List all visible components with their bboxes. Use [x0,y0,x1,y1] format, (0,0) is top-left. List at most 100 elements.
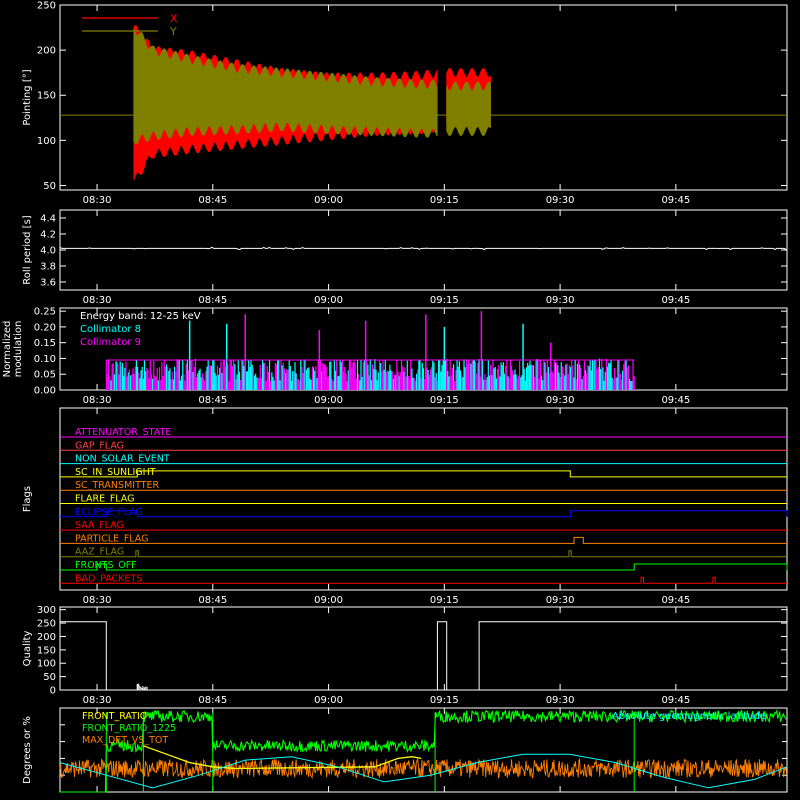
y-tick-label: 50 [43,181,56,192]
x-tick-label: 09:30 [546,695,575,706]
y-tick-label: 50 [43,672,56,683]
flag-label: SC_IN_SUNLIGHT [75,467,156,478]
y-tick-label: 150 [37,91,56,102]
flag-label: NON_SOLAR_EVENT [75,454,170,465]
plot-frame [59,209,788,291]
x-tick-label: 09:15 [430,695,459,706]
y-tick-label: 3.8 [40,262,56,273]
y-tick-label: 200 [37,46,56,57]
x-tick-label: 08:30 [83,295,112,306]
y-tick-label: 4.2 [40,230,56,241]
x-tick-label: 09:45 [661,195,690,206]
x-tick-label: 09:45 [661,595,690,606]
front-ratio-line [143,745,422,770]
x-tick-label: 08:45 [198,695,227,706]
flag-label: FLARE_FLAG [75,494,135,505]
y-axis-label: Degrees or % [22,716,33,784]
x-tick-label: 08:30 [83,395,112,406]
y-tick-label: 300 [37,605,56,616]
x-tick-label: 08:45 [198,395,227,406]
y-tick-label: 250 [37,1,56,12]
y-tick-label: 0.00 [34,386,56,397]
flag-label: PARTICLE_FLAG [75,533,148,544]
flag-line-eclipse-flag [60,510,788,518]
y-tick-label: 0.25 [34,307,56,318]
x-tick-label: 09:30 [546,395,575,406]
x-tick-label: 09:15 [430,395,459,406]
x-tick-label: 08:30 [83,695,112,706]
plot-frame [59,4,788,191]
y-tick-label: 0.15 [34,338,56,349]
flag-label: SAA_FLAG [75,520,124,531]
flag-line-sc-in-sunlight [60,470,787,478]
flag-line-fronts-off [60,563,788,571]
y-tick-label: 4.0 [40,246,56,257]
max-det-vs-tot-line [59,757,787,780]
x-tick-label: 09:15 [430,195,459,206]
y-axis-label: Pointing [°] [22,69,33,125]
x-tick-label: 09:30 [546,595,575,606]
x-tick-label: 09:15 [430,595,459,606]
y-tick-label: 150 [37,645,56,656]
legend-label: FRONT_RATIO [82,711,147,722]
x-tick-label: 09:00 [314,295,343,306]
front-ratio-1225-line [60,709,787,793]
legend-label: Collimator 9 [80,337,141,348]
plot-frame [59,707,788,793]
legend-label: Y [169,25,177,38]
y-tick-label: 0 [50,686,56,697]
y-tick-label: 0.05 [34,370,56,381]
y-tick-label: 250 [37,619,56,630]
plot-frame [59,407,788,591]
x-tick-label: 09:45 [661,395,690,406]
quality-line [60,621,787,691]
y-tick-label: 0.20 [34,322,56,333]
x-tick-label: 08:45 [198,195,227,206]
x-tick-label: 09:45 [661,695,690,706]
x-tick-label: 09:00 [314,695,343,706]
energy-band-annotation: Energy band: 12-25 keV [80,311,201,322]
legend-label: MAX_DET_VS_TOT [82,735,168,746]
flag-label: AAZ_FLAG [75,547,124,558]
flag-label: BAD_PACKETS [75,573,142,584]
x-tick-label: 09:30 [546,295,575,306]
flag-line-particle-flag [60,536,787,544]
y-tick-label: 100 [37,659,56,670]
y-tick-label: 200 [37,632,56,643]
flag-label: SC_TRANSMITTER [75,480,160,491]
x-tick-label: 09:30 [546,195,575,206]
y-axis-label: Normalizedmodulation [2,321,24,378]
y-tick-label: 0.10 [34,354,56,365]
x-tick-label: 09:00 [314,195,343,206]
series-y-band [133,28,491,145]
plot-frame [59,606,788,691]
geomagnetic-latitude-label: Absolute geomagnetic latitude [612,711,766,722]
y-axis-label: Flags [22,486,33,512]
y-axis-label: Roll period [s] [22,215,33,284]
y-tick-label: 3.6 [40,278,56,289]
x-tick-label: 09:00 [314,595,343,606]
x-tick-label: 08:45 [198,595,227,606]
flag-line-aaz-flag [60,550,787,558]
geomagnetic-latitude-line [59,753,788,789]
legend-label: FRONT_RATIO_1225 [82,723,176,734]
x-tick-label: 08:30 [83,195,112,206]
legend-label: X [170,12,178,25]
x-tick-label: 09:00 [314,395,343,406]
modulation-bars [105,311,635,390]
flag-label: ATTENUATOR_STATE [75,427,171,438]
x-tick-label: 09:45 [661,295,690,306]
legend-label: Collimator 8 [80,324,141,335]
x-tick-label: 08:45 [198,295,227,306]
y-tick-label: 100 [37,136,56,147]
flag-line-bad-packets [60,576,787,584]
x-tick-label: 09:15 [430,295,459,306]
y-tick-label: 4.4 [40,214,56,225]
flag-label: GAP_FLAG [75,440,124,451]
roll-period-line [59,246,787,251]
y-axis-label: Quality [22,631,33,667]
x-tick-label: 08:30 [83,595,112,606]
flag-label: ECLIPSE_FLAG [75,507,143,518]
